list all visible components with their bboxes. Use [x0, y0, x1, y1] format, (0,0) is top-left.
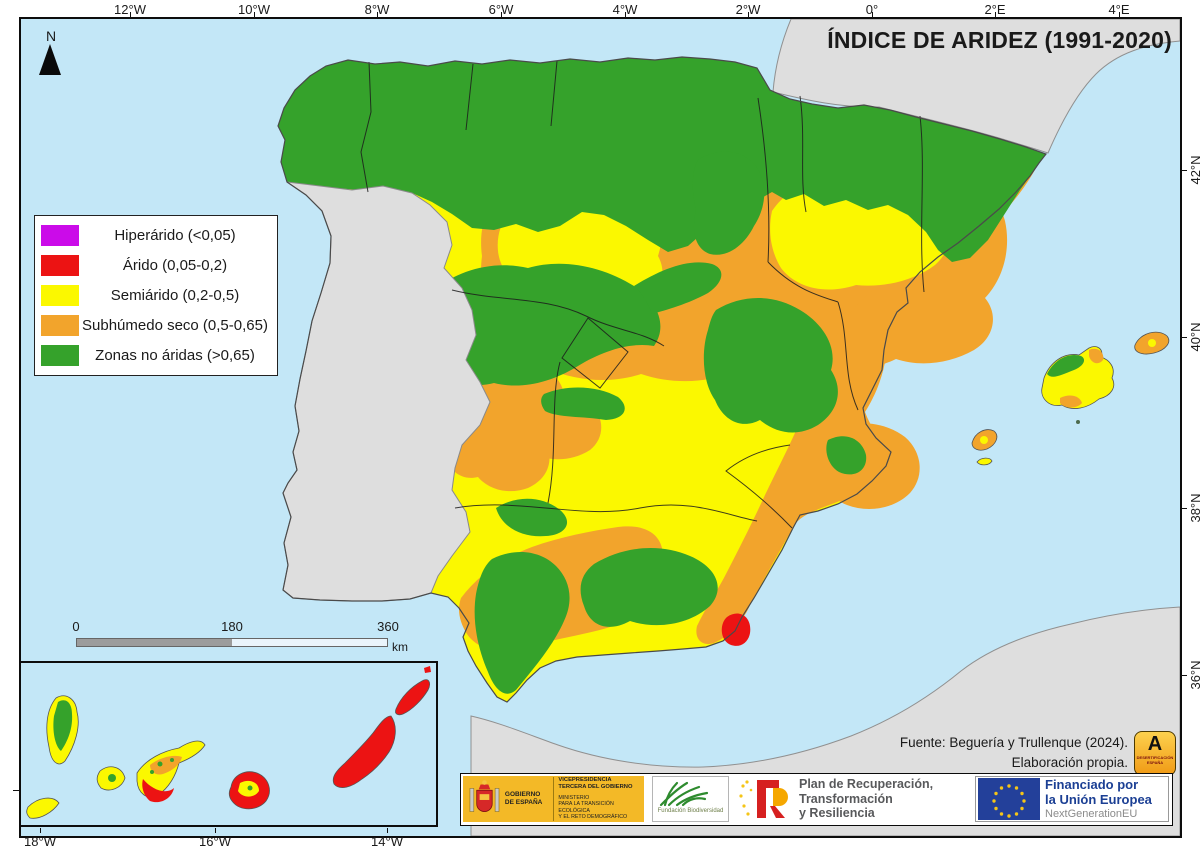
- legend-swatch-non-arid: [41, 345, 79, 367]
- legend-label: Zonas no áridas (>0,65): [95, 347, 255, 365]
- axis-label-top: 12°W: [114, 2, 146, 17]
- axis-label-top: 4°E: [1108, 2, 1130, 17]
- axis-tick: [215, 828, 216, 833]
- vicepresidencia-label: VICEPRESIDENCIA TERCERA DEL GOBIERNO: [558, 777, 633, 791]
- axis-tick: [254, 12, 255, 18]
- source-attribution: Fuente: Beguería y Trullenque (2024). El…: [899, 735, 1128, 771]
- axis-tick: [1181, 337, 1187, 338]
- legend-label: Árido (0,05-0,2): [122, 256, 228, 274]
- axis-label-top: 4°W: [612, 2, 638, 17]
- legend-swatch-semiarid: [41, 284, 79, 306]
- map-title: ÍNDICE DE ARIDEZ (1991-2020): [827, 27, 1172, 53]
- axis-label-inset-bottom: 14°W: [371, 834, 403, 849]
- axis-tick: [1119, 12, 1120, 18]
- scale-label-middle: 180: [221, 619, 243, 634]
- desertification-spain-badge: A DESERTIFICACIÓN ESPAÑA: [1134, 731, 1176, 776]
- legend-swatch-dry-subhumid: [41, 315, 79, 337]
- scale-bar: 0 180 360 km: [64, 619, 424, 654]
- eu-flag-icon: [978, 778, 1040, 820]
- canary-islands-inset: [19, 661, 438, 827]
- legend-label: Semiárido (0,2-0,5): [110, 286, 240, 304]
- balearic-islands: [971, 331, 1170, 466]
- fundacion-biodiversidad-block: Fundación Biodiversidad: [652, 776, 729, 822]
- axis-tick: [501, 12, 502, 18]
- gobierno-espana-block: GOBIERNO DE ESPAÑA VICEPRESIDENCIA TERCE…: [463, 776, 644, 822]
- axis-label-inset-bottom: 18°W: [24, 834, 56, 849]
- north-arrow-icon: [39, 44, 61, 75]
- axis-label-inset-bottom: 16°W: [199, 834, 231, 849]
- legend: Hiperárido (<0,05) Árido (0,05-0,2) Semi…: [34, 215, 278, 376]
- axis-label-top: 2°W: [735, 2, 761, 17]
- legend-label: Hiperárido (<0,05): [114, 226, 236, 244]
- legend-swatch-hyperarid: [41, 224, 79, 246]
- axis-tick: [1181, 508, 1187, 509]
- eu-funding-block: Financiado por la Unión Europea NextGene…: [975, 776, 1169, 822]
- axis-tick: [872, 12, 873, 18]
- island-el-hierro: [26, 797, 60, 819]
- legend-item: Hiperárido (<0,05): [41, 222, 271, 248]
- spain-coat-of-arms-icon: [469, 780, 500, 812]
- axis-label-right: 42°N: [1188, 155, 1200, 185]
- eu-text-block: Financiado por la Unión Europea NextGene…: [1045, 776, 1152, 821]
- ministry-text-block: VICEPRESIDENCIA TERCERA DEL GOBIERNO MIN…: [553, 777, 644, 821]
- north-arrow-label: N: [45, 28, 57, 44]
- legend-item: Zonas no áridas (>0,65): [41, 343, 271, 369]
- scale-bar-track: [76, 638, 388, 647]
- axis-label-inset-left: 28°N: [0, 770, 2, 800]
- island-lanzarote: [395, 679, 430, 716]
- axis-label-top: 8°W: [364, 2, 390, 17]
- eu-funding-label: Financiado por la Unión Europea: [1045, 776, 1152, 807]
- axis-tick: [377, 12, 378, 18]
- plan-recuperacion-label: Plan de Recuperación, Transformación y R…: [799, 777, 934, 821]
- region-boundaries: [360, 60, 925, 529]
- badge-letter: A: [1147, 733, 1163, 755]
- axis-label-right: 40°N: [1188, 322, 1200, 352]
- axis-tick: [1181, 170, 1187, 171]
- iberia-coastline: [277, 56, 1047, 703]
- scale-label-start: 0: [72, 619, 80, 634]
- legend-label: Subhúmedo seco (0,5-0,65): [82, 317, 268, 335]
- axis-tick: [995, 12, 996, 18]
- axis-tick: [625, 12, 626, 18]
- axis-tick: [387, 828, 388, 833]
- nextgeneration-label: NextGenerationEU: [1045, 808, 1138, 821]
- island-fuerteventura: [332, 715, 396, 789]
- scale-bar-fill: [77, 639, 232, 646]
- footer-logo-banner: GOBIERNO DE ESPAÑA VICEPRESIDENCIA TERCE…: [460, 773, 1173, 826]
- axis-tick: [1181, 675, 1187, 676]
- axis-tick: [748, 12, 749, 18]
- fundacion-biodiversidad-label: Fundación Biodiversidad: [657, 808, 724, 814]
- scale-unit: km: [392, 640, 408, 654]
- gobierno-espana-label: GOBIERNO DE ESPAÑA: [504, 790, 543, 806]
- axis-label-top: 0°: [865, 2, 879, 17]
- scale-label-end: 360: [377, 619, 399, 634]
- axis-label-top: 2°E: [984, 2, 1006, 17]
- axis-label-right: 36°N: [1188, 660, 1200, 690]
- non-arid-zones: [278, 57, 1046, 694]
- axis-label-top: 10°W: [238, 2, 270, 17]
- axis-tick: [13, 790, 19, 791]
- legend-item: Subhúmedo seco (0,5-0,65): [41, 313, 271, 339]
- badge-caption: DESERTIFICACIÓN ESPAÑA: [1136, 755, 1174, 765]
- legend-item: Árido (0,05-0,2): [41, 252, 271, 278]
- prtr-logo-icon: [739, 780, 788, 818]
- axis-label-right: 38°N: [1188, 493, 1200, 523]
- ministerio-label: MINISTERIO PARA LA TRANSICIÓN ECOLÓGICA …: [558, 794, 628, 821]
- grass-icon: [659, 781, 709, 807]
- legend-swatch-arid: [41, 254, 79, 276]
- axis-tick: [40, 828, 41, 833]
- prtr-block: Plan de Recuperación, Transformación y R…: [737, 776, 969, 822]
- axis-label-top: 6°W: [488, 2, 514, 17]
- axis-tick: [130, 12, 131, 18]
- legend-item: Semiárido (0,2-0,5): [41, 282, 271, 308]
- canary-islands-svg: [26, 666, 431, 819]
